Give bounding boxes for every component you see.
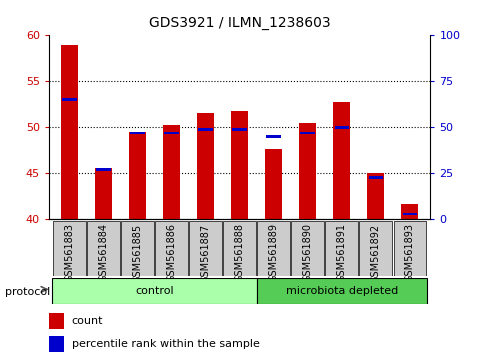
Text: percentile rank within the sample: percentile rank within the sample [72,339,259,349]
FancyBboxPatch shape [291,221,324,276]
Bar [96,169,110,171]
Bar [49,336,64,352]
Title: GDS3921 / ILMN_1238603: GDS3921 / ILMN_1238603 [148,16,330,30]
Bar [164,132,179,134]
Bar [300,132,314,134]
Bar [129,132,145,219]
Bar [264,149,282,219]
FancyBboxPatch shape [87,221,120,276]
Bar [334,126,348,129]
FancyBboxPatch shape [223,221,255,276]
FancyBboxPatch shape [393,221,426,276]
Bar [402,212,416,215]
Bar [163,125,180,219]
Bar [333,102,349,219]
Text: GSM561892: GSM561892 [370,223,380,282]
Text: GSM561884: GSM561884 [98,223,108,282]
Bar [130,132,144,134]
Bar [256,278,426,304]
FancyBboxPatch shape [121,221,153,276]
Bar [299,123,316,219]
FancyBboxPatch shape [155,221,187,276]
Bar [62,98,77,101]
FancyBboxPatch shape [257,221,289,276]
FancyBboxPatch shape [359,221,391,276]
Text: GSM561893: GSM561893 [404,223,414,282]
Bar [368,176,382,178]
Bar [231,111,247,219]
Text: GSM561887: GSM561887 [200,223,210,282]
Bar [401,204,418,219]
Text: GSM561890: GSM561890 [302,223,312,282]
Bar [366,172,384,219]
Text: count: count [72,316,103,326]
Text: GSM561885: GSM561885 [132,223,142,282]
FancyBboxPatch shape [325,221,357,276]
Text: microbiota depleted: microbiota depleted [285,286,397,296]
Text: GSM561883: GSM561883 [64,223,74,282]
Bar [232,128,246,131]
Text: GSM561891: GSM561891 [336,223,346,282]
Bar [49,313,64,329]
Bar [266,135,280,138]
Bar [198,128,212,131]
Bar [61,45,78,219]
FancyBboxPatch shape [53,221,85,276]
Text: GSM561889: GSM561889 [268,223,278,282]
Bar [197,113,214,219]
Bar [95,168,112,219]
Text: protocol: protocol [5,287,50,297]
Text: control: control [135,286,173,296]
FancyBboxPatch shape [189,221,222,276]
Bar [52,278,256,304]
Text: GSM561886: GSM561886 [166,223,176,282]
Text: GSM561888: GSM561888 [234,223,244,282]
